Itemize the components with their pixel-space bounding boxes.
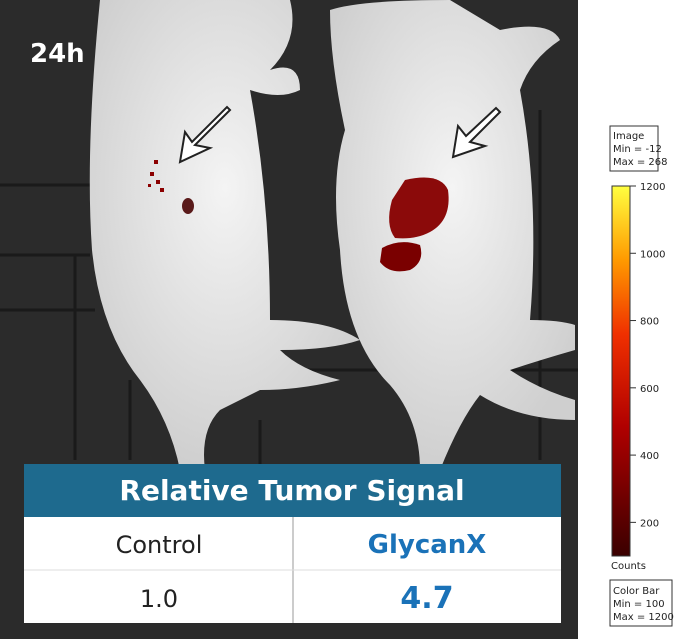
colorbar-tick-label: 800	[640, 317, 659, 328]
control-signal	[148, 160, 194, 214]
colorbar-line: Max = 1200	[613, 612, 674, 623]
colorbar-tick-label: 600	[640, 384, 659, 395]
time-label: 24h	[30, 39, 85, 69]
cell: 4.7	[400, 581, 453, 616]
control-mouse	[89, 0, 360, 470]
table-title: Relative Tumor Signal	[119, 474, 464, 507]
column-header: GlycanX	[368, 530, 487, 560]
colorbar-info-box	[609, 579, 673, 627]
info-title: Image	[613, 131, 644, 142]
info-line: Max = 268	[613, 157, 668, 168]
colorbar: Counts 200 400 600 800 1000 1200	[611, 182, 665, 572]
colorbar-gradient	[611, 185, 631, 557]
arrow	[451, 106, 502, 159]
colorbar-unit: Counts	[611, 561, 646, 572]
colorbar-tick-label: 1200	[640, 182, 665, 193]
treated-mouse	[330, 0, 575, 470]
colorbar-title: Color Bar	[613, 586, 660, 597]
colorbar-tick-label: 1000	[640, 249, 665, 260]
info-line: Min = -12	[613, 144, 662, 155]
tumor-signal	[380, 177, 449, 272]
cell: 1.0	[140, 585, 178, 613]
arrow	[178, 105, 232, 164]
image-info-box	[609, 125, 659, 172]
colorbar-tick-label: 200	[640, 518, 659, 529]
column-header: Control	[116, 531, 203, 559]
colorbar-tick-label: 400	[640, 451, 659, 462]
colorbar-line: Min = 100	[613, 599, 665, 610]
table-header	[24, 464, 561, 517]
